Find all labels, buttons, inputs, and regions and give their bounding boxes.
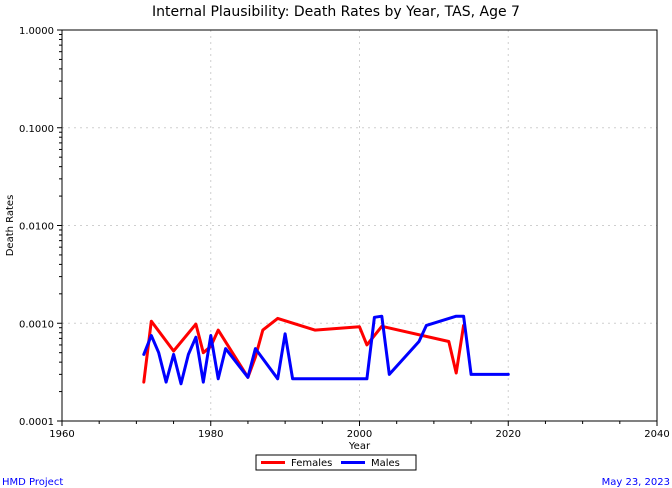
legend-box <box>255 454 417 471</box>
x-tick-label: 1960 <box>49 429 74 440</box>
y-axis: 1.0000 0.1000 0.0100 0.0010 0.0001 <box>19 26 62 428</box>
legend-label-females: Females <box>291 458 332 469</box>
y-tick-label: 0.0001 <box>19 417 54 428</box>
grid <box>62 30 657 421</box>
footer-source: HMD Project <box>2 477 63 488</box>
series-layer <box>142 314 510 386</box>
y-tick-label: 0.0100 <box>19 222 54 233</box>
series-line-females <box>142 316 466 384</box>
x-tick-label: 2040 <box>644 429 669 440</box>
series-line-males <box>142 314 510 386</box>
chart-title: Internal Plausibility: Death Rates by Ye… <box>152 4 520 20</box>
x-tick-label: 2000 <box>347 429 372 440</box>
footer-date: May 23, 2023 <box>602 477 670 488</box>
x-axis-label: Year <box>348 441 371 452</box>
y-tick-label: 0.1000 <box>19 124 54 135</box>
y-tick-label: 1.0000 <box>19 26 54 37</box>
legend-label-males: Males <box>371 458 400 469</box>
legend: Females Males <box>255 454 417 471</box>
x-tick-label: 2020 <box>496 429 521 440</box>
x-tick-label: 1980 <box>198 429 223 440</box>
y-axis-label: Death Rates <box>5 195 16 257</box>
y-tick-label: 0.0010 <box>19 319 54 330</box>
x-axis: 1960 1980 2000 2020 2040 <box>49 421 670 440</box>
